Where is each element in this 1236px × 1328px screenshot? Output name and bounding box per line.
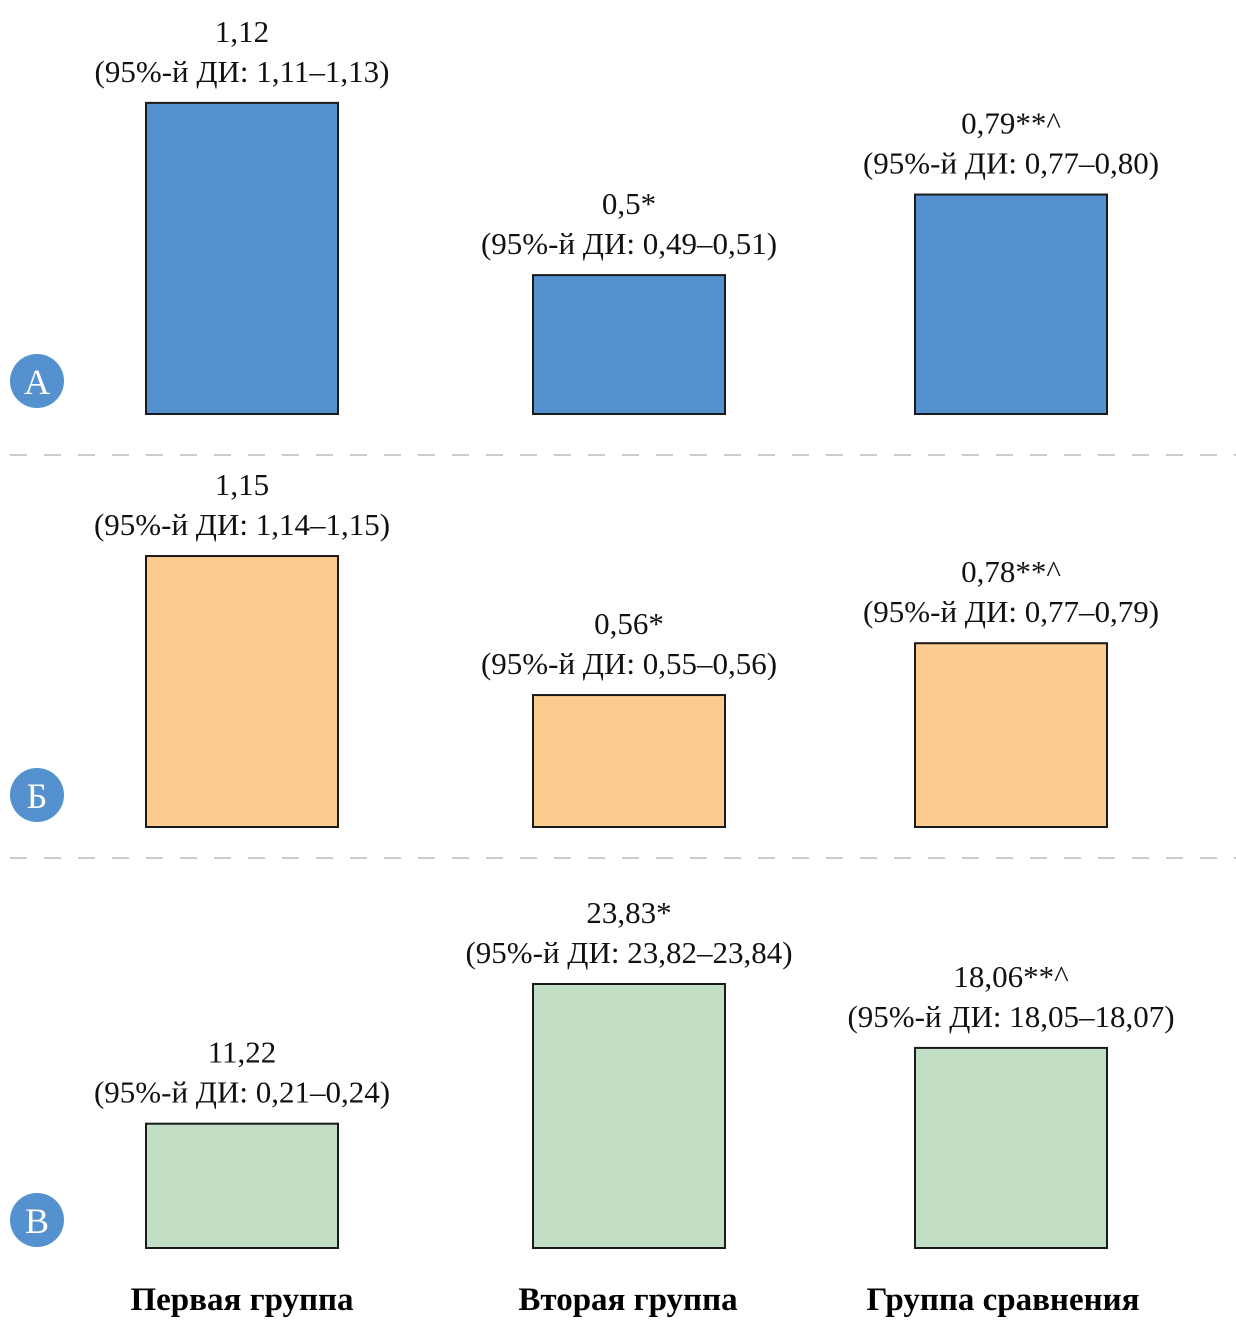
value-label: 0,79**^ <box>961 106 1061 141</box>
bar <box>914 193 1108 415</box>
panel-badge: A <box>10 354 64 408</box>
bar <box>145 555 339 828</box>
panel-badge: Б <box>10 768 64 822</box>
ci-label: (95%-й ДИ: 0,21–0,24) <box>94 1075 390 1110</box>
panel-1: (95%-й ДИ: 1,11–1,13) 1,12 (95%-й ДИ: 0,49… <box>10 14 1159 415</box>
x-label-first-group: Первая группа <box>130 1282 353 1318</box>
panel-badge-letter: В <box>25 1201 49 1241</box>
value-label: 0,5* <box>602 186 656 221</box>
bar <box>914 642 1108 828</box>
value-label: 18,06**^ <box>953 959 1069 994</box>
bar <box>532 982 726 1250</box>
value-label: 1,15 <box>215 467 269 502</box>
panel-badge-circle <box>10 1193 64 1247</box>
panel-badge-letter: Б <box>27 776 48 816</box>
ci-label: (95%-й ДИ: 0,77–0,79) <box>863 594 1159 629</box>
panel-badge-letter: A <box>24 362 50 402</box>
ci-label: (95%-й ДИ: 0,55–0,56) <box>481 646 777 681</box>
value-label: 1,12 <box>215 14 269 49</box>
ci-label: (95%-й ДИ: 23,82–23,84) <box>465 935 792 970</box>
ci-label: (95%-й ДИ: 0,49–0,51) <box>481 226 777 261</box>
panel-badge-circle <box>10 768 64 822</box>
value-label: 23,83* <box>586 895 671 930</box>
ci-label: (95%-й ДИ: 18,05–18,07) <box>847 999 1174 1034</box>
panel-badge-circle <box>10 354 64 408</box>
x-axis-labels: Первая группа Вторая группа Группа сравн… <box>130 1282 1139 1318</box>
bar <box>532 274 726 415</box>
bar <box>145 101 339 415</box>
ci-label: (95%-й ДИ: 0,77–0,80) <box>863 146 1159 181</box>
bar <box>914 1046 1108 1249</box>
value-label: 11,22 <box>208 1035 277 1070</box>
x-label-comparison-group: Группа сравнения <box>867 1282 1140 1318</box>
panel-3: (95%-й ДИ: 0,21–0,24) 11,22 (95%-й ДИ: 23,… <box>10 895 1175 1250</box>
x-label-second-group: Вторая группа <box>518 1282 737 1318</box>
bar <box>532 694 726 828</box>
panel-badge: В <box>10 1193 64 1247</box>
bar <box>145 1122 339 1250</box>
ci-label: (95%-й ДИ: 1,11–1,13) <box>95 54 390 89</box>
ci-label: (95%-й ДИ: 1,14–1,15) <box>94 507 390 542</box>
panel-2: (95%-й ДИ: 1,14–1,15) 1,15 (95%-й ДИ: 0,55… <box>10 467 1159 828</box>
value-label: 0,78**^ <box>961 554 1061 589</box>
value-label: 0,56* <box>594 606 664 641</box>
